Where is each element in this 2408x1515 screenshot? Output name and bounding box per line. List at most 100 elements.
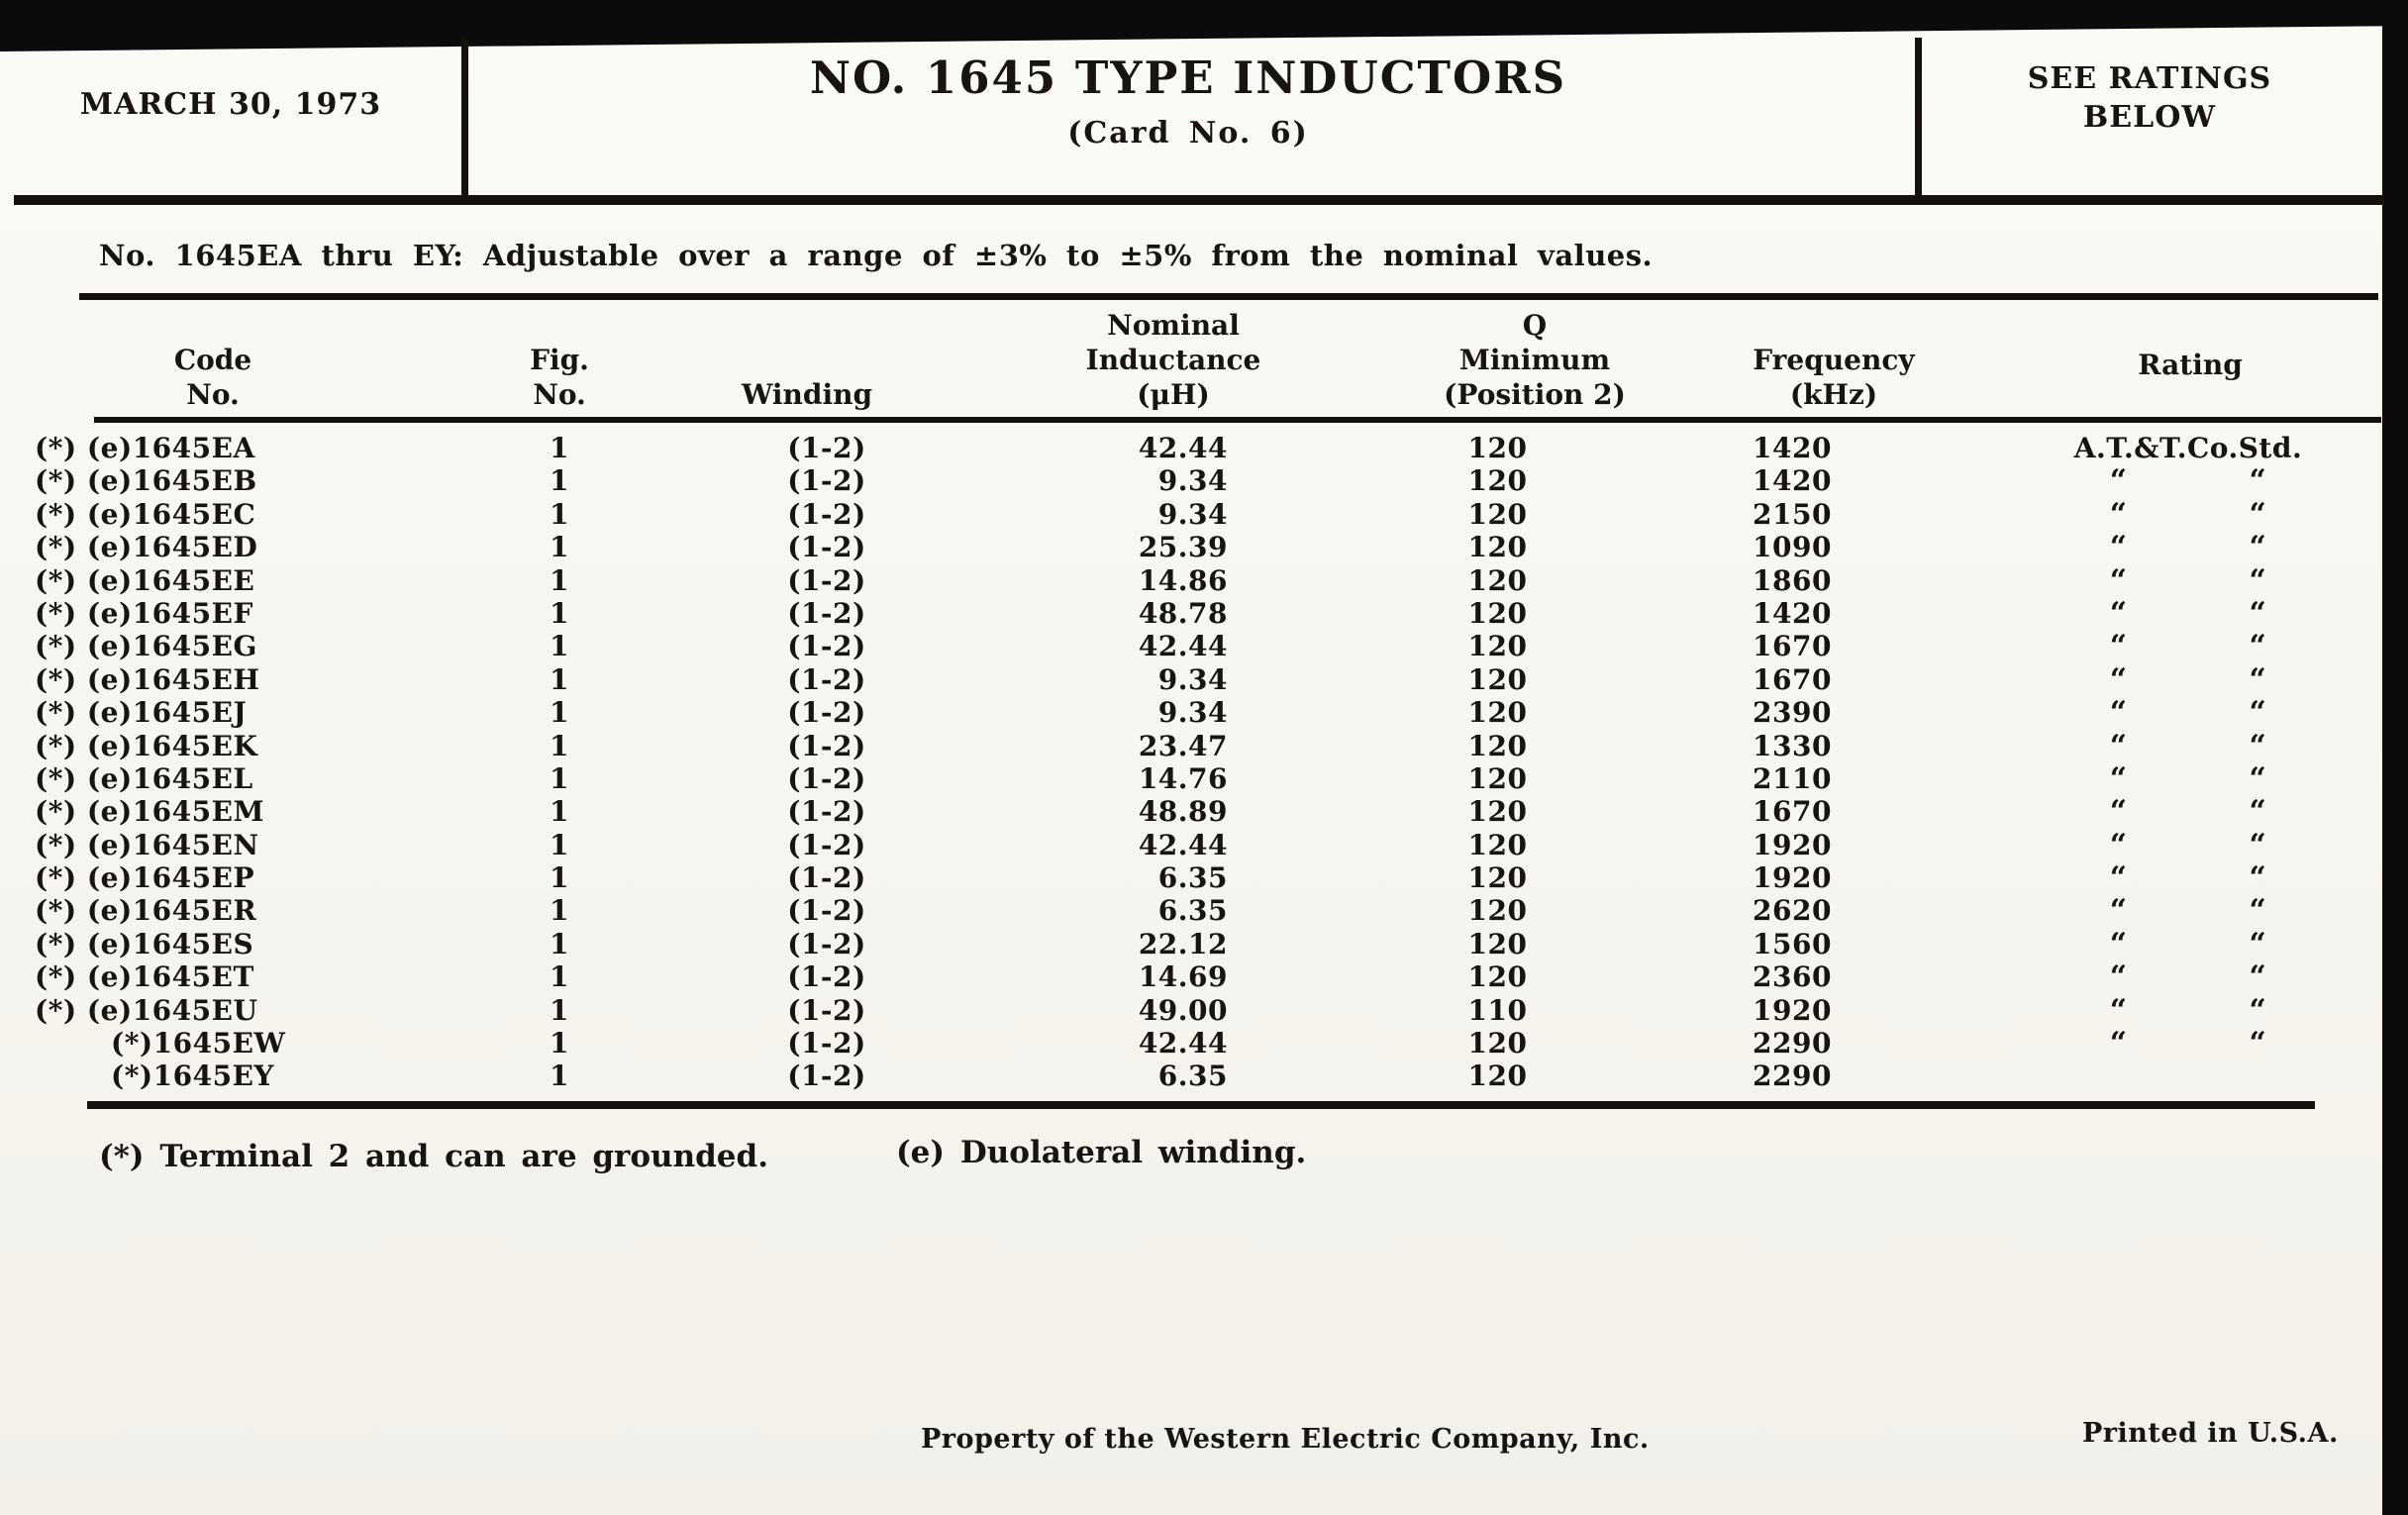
cell-q-minimum: 120 <box>1467 630 1528 663</box>
cell-inductance: 6.35 <box>1157 861 1228 895</box>
cell-fig-no: 1 <box>550 894 569 928</box>
cell-winding: (1-2) <box>787 531 866 564</box>
cell-frequency: 1560 <box>1753 927 1832 960</box>
cell-code-no: (*) (e)1645EE <box>35 563 255 597</box>
cell-frequency: 1920 <box>1753 861 1832 895</box>
cell-q-minimum: 120 <box>1467 828 1528 861</box>
table-row: (*) (e)1645EE 1 (1-2) 14.86 120 1860 “ “ <box>0 562 2408 598</box>
cell-frequency: 1420 <box>1753 432 1832 464</box>
col-header-fig: Fig. No. <box>530 344 589 411</box>
cell-inductance: 9.34 <box>1157 662 1228 696</box>
cell-code-no: (*) (e)1645EB <box>35 464 257 498</box>
cell-frequency: 1090 <box>1753 531 1832 564</box>
cell-winding: (1-2) <box>787 497 866 531</box>
cell-fig-no: 1 <box>550 828 569 861</box>
cell-inductance: 49.00 <box>1138 993 1228 1027</box>
cell-frequency: 1420 <box>1753 596 1832 630</box>
property-line: Property of the Western Electric Company… <box>921 1424 1650 1455</box>
table-row: (*)1645EW 1 (1-2) 42.44 120 2290 “ “ <box>0 1027 2408 1060</box>
cell-frequency: 2360 <box>1753 960 1832 994</box>
cell-winding: (1-2) <box>787 927 866 960</box>
col-header-winding: Winding <box>741 378 873 411</box>
cell-fig-no: 1 <box>550 1060 569 1093</box>
cell-inductance: 22.12 <box>1138 927 1228 960</box>
cell-q-minimum: 120 <box>1467 861 1528 895</box>
cell-inductance: 6.35 <box>1157 1060 1228 1093</box>
cell-rating: “ “ <box>2109 530 2267 565</box>
cell-rating: “ “ <box>2109 992 2267 1028</box>
footnote-asterisk: (*) Terminal 2 and can are grounded. <box>99 1139 768 1174</box>
cell-code-no: (*) (e)1645EU <box>35 993 258 1027</box>
cell-fig-no: 1 <box>550 993 569 1027</box>
cell-q-minimum: 120 <box>1467 596 1528 630</box>
cell-inductance: 42.44 <box>1138 828 1228 861</box>
cell-code-no: (*) (e)1645EH <box>35 662 260 696</box>
cell-winding: (1-2) <box>787 960 866 994</box>
cell-q-minimum: 120 <box>1467 696 1528 730</box>
cell-frequency: 2290 <box>1753 1060 1832 1093</box>
cell-winding: (1-2) <box>787 828 866 861</box>
table-row: (*) (e)1645ET 1 (1-2) 14.69 120 2360 “ “ <box>0 960 2408 994</box>
cell-fig-no: 1 <box>550 729 569 762</box>
cell-code-no: (*)1645EY <box>111 1060 274 1093</box>
table-row: (*) (e)1645EP 1 (1-2) 6.35 120 1920 “ “ <box>0 860 2408 896</box>
cell-frequency: 2110 <box>1753 761 1832 795</box>
cell-inductance: 48.89 <box>1138 795 1228 829</box>
table-row: (*) (e)1645EU 1 (1-2) 49.00 110 1920 “ “ <box>0 992 2408 1028</box>
cell-frequency: 2390 <box>1753 696 1832 730</box>
table-row: (*) (e)1645ES 1 (1-2) 22.12 120 1560 “ “ <box>0 927 2408 960</box>
cell-code-no: (*)1645EW <box>111 1027 286 1060</box>
cell-q-minimum: 120 <box>1467 1027 1528 1060</box>
cell-rating: “ “ <box>2109 661 2267 697</box>
document-title: NO. 1645 TYPE INDUCTORS <box>809 51 1567 104</box>
cell-winding: (1-2) <box>787 630 866 663</box>
cell-rating: “ “ <box>2109 760 2267 796</box>
cell-q-minimum: 120 <box>1467 531 1528 564</box>
table-row: (*) (e)1645EA 1 (1-2) 42.44 120 1420 A.T… <box>0 432 2408 464</box>
cell-frequency: 1330 <box>1753 729 1832 762</box>
cell-fig-no: 1 <box>550 761 569 795</box>
cell-inductance: 9.34 <box>1157 696 1228 730</box>
cell-code-no: (*) (e)1645EM <box>35 795 264 829</box>
cell-winding: (1-2) <box>787 761 866 795</box>
table-bottom-rule <box>87 1101 2315 1109</box>
cell-frequency: 1920 <box>1753 828 1832 861</box>
col-header-code: Code No. <box>173 344 252 411</box>
table-row: (*) (e)1645EN 1 (1-2) 42.44 120 1920 “ “ <box>0 828 2408 861</box>
cell-rating: “ “ <box>2109 728 2267 763</box>
cell-code-no: (*) (e)1645ES <box>35 927 254 960</box>
card-number: (Card No. 6) <box>1067 116 1309 151</box>
cell-rating: “ “ <box>2109 629 2267 664</box>
table-row: (*) (e)1645EJ 1 (1-2) 9.34 120 2390 “ “ <box>0 696 2408 730</box>
cell-fig-no: 1 <box>550 596 569 630</box>
cell-inductance: 23.47 <box>1138 729 1228 762</box>
cell-code-no: (*) (e)1645EL <box>35 761 253 795</box>
cell-code-no: (*) (e)1645EK <box>35 729 258 762</box>
cell-fig-no: 1 <box>550 795 569 829</box>
cell-fig-no: 1 <box>550 432 569 464</box>
cell-rating: “ “ <box>2109 860 2267 896</box>
cell-inductance: 42.44 <box>1138 630 1228 663</box>
table-row: (*) (e)1645ER 1 (1-2) 6.35 120 2620 “ “ <box>0 893 2408 929</box>
cell-q-minimum: 120 <box>1467 927 1528 960</box>
table-row: (*) (e)1645EF 1 (1-2) 48.78 120 1420 “ “ <box>0 596 2408 631</box>
cell-rating: “ “ <box>2109 893 2267 929</box>
cell-fig-no: 1 <box>550 861 569 895</box>
scan-right-edge <box>2382 0 2408 1515</box>
cell-code-no: (*) (e)1645EG <box>35 630 257 663</box>
cell-inductance: 9.34 <box>1157 497 1228 531</box>
cell-rating: “ “ <box>2109 562 2267 598</box>
cell-frequency: 2290 <box>1753 1027 1832 1060</box>
cell-winding: (1-2) <box>787 662 866 696</box>
table-row: (*) (e)1645EC 1 (1-2) 9.34 120 2150 “ “ <box>0 497 2408 531</box>
cell-q-minimum: 120 <box>1467 1060 1528 1093</box>
table-top-rule <box>79 293 2378 300</box>
cell-frequency: 2620 <box>1753 894 1832 928</box>
cell-frequency: 2150 <box>1753 497 1832 531</box>
cell-code-no: (*) (e)1645EN <box>35 828 259 861</box>
cell-inductance: 14.69 <box>1138 960 1228 994</box>
issue-date: MARCH 30, 1973 <box>79 87 382 122</box>
table-body: (*) (e)1645EA 1 (1-2) 42.44 120 1420 A.T… <box>0 432 2408 1093</box>
cell-frequency: 1670 <box>1753 630 1832 663</box>
cell-fig-no: 1 <box>550 464 569 498</box>
